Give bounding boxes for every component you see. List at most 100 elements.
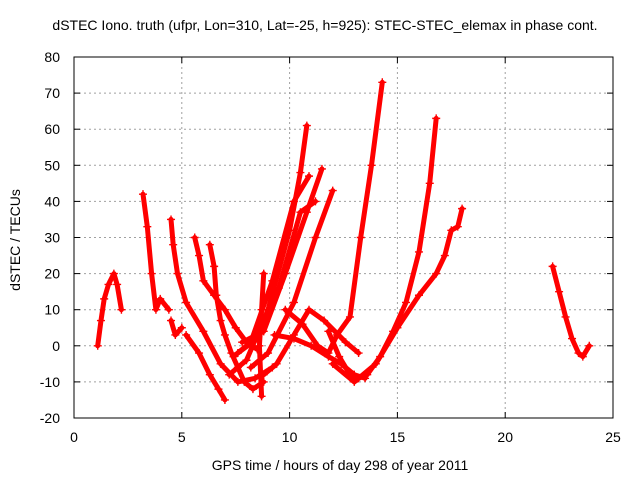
data-point	[220, 395, 229, 404]
data-point	[182, 330, 191, 339]
data-point	[246, 363, 255, 372]
x-tick-label: 25	[605, 429, 621, 445]
data-point	[210, 262, 219, 271]
pass-2-track	[140, 191, 172, 313]
data-point	[212, 291, 221, 300]
x-tick-label: 10	[282, 429, 298, 445]
data-point	[440, 251, 449, 260]
y-tick-label: -10	[40, 374, 60, 390]
data-point	[328, 186, 337, 195]
axis-ticks: 0 5 10 15 20 25 -20 -10 0 10 20 30 40 50 60 70 80	[40, 49, 621, 445]
data-point	[199, 276, 208, 285]
data-point	[270, 330, 279, 339]
y-tick-label: 60	[44, 121, 60, 137]
data-point	[173, 269, 182, 278]
data-point	[458, 204, 467, 213]
data-point	[231, 323, 240, 332]
data-point	[305, 305, 314, 314]
y-tick-label: 50	[44, 157, 60, 173]
data-point	[289, 334, 298, 343]
data-point	[281, 269, 290, 278]
data-point	[302, 208, 311, 217]
data-point	[425, 179, 434, 188]
y-axis-title: dSTEC / TECUs	[7, 189, 23, 291]
x-tick-label: 20	[497, 429, 513, 445]
data-point	[113, 280, 122, 289]
data-point	[156, 294, 165, 303]
data-point	[402, 298, 411, 307]
data-point	[272, 359, 281, 368]
y-tick-label: 0	[52, 338, 60, 354]
data-point	[393, 323, 402, 332]
x-tick-label: 15	[390, 429, 406, 445]
data-point	[313, 341, 322, 350]
x-tick-label: 5	[178, 429, 186, 445]
data-point	[350, 377, 359, 386]
data-point	[220, 305, 229, 314]
data-point	[414, 247, 423, 256]
data-point	[345, 312, 354, 321]
y-tick-label: 80	[44, 49, 60, 65]
data-point	[378, 78, 387, 87]
pass-6-track	[207, 242, 267, 392]
data-point	[225, 370, 234, 379]
data-point	[199, 327, 208, 336]
y-tick-label: 20	[44, 266, 60, 282]
data-point	[298, 320, 307, 329]
data-point	[169, 240, 178, 249]
data-point	[205, 370, 214, 379]
data-point	[242, 356, 251, 365]
data-point	[171, 330, 180, 339]
data-point	[164, 305, 173, 314]
data-point	[281, 305, 290, 314]
data-point	[182, 298, 191, 307]
data-point	[548, 262, 557, 271]
data-point	[320, 316, 329, 325]
data-point	[220, 330, 229, 339]
data-point	[414, 291, 423, 300]
data-point	[328, 359, 337, 368]
data-point	[248, 385, 257, 394]
data-point	[117, 305, 126, 314]
data-point	[333, 330, 342, 339]
y-tick-label: 10	[44, 302, 60, 318]
data-point	[296, 168, 305, 177]
data-point	[167, 316, 176, 325]
data-point	[354, 349, 363, 358]
data-series	[93, 78, 594, 404]
data-point	[93, 341, 102, 350]
data-point	[289, 298, 298, 307]
data-point	[167, 215, 176, 224]
data-point	[240, 377, 249, 386]
grid	[74, 57, 613, 418]
data-point	[195, 251, 204, 260]
data-point	[447, 226, 456, 235]
data-point	[205, 240, 214, 249]
y-tick-label: 70	[44, 85, 60, 101]
y-tick-label: 40	[44, 193, 60, 209]
data-point	[335, 352, 344, 361]
data-point	[104, 280, 113, 289]
pass-19-track	[550, 263, 592, 360]
data-point	[216, 316, 225, 325]
data-point	[259, 327, 268, 336]
data-point	[561, 312, 570, 321]
data-point	[317, 164, 326, 173]
data-point	[214, 385, 223, 394]
data-point	[432, 269, 441, 278]
x-tick-label: 0	[70, 429, 78, 445]
data-point	[259, 370, 268, 379]
data-point	[109, 269, 118, 278]
data-point	[324, 349, 333, 358]
data-point	[268, 276, 277, 285]
data-point	[233, 349, 242, 358]
data-point	[151, 305, 160, 314]
data-point	[356, 233, 365, 242]
data-point	[216, 359, 225, 368]
data-point	[367, 161, 376, 170]
data-point	[238, 338, 247, 347]
y-tick-label: -20	[40, 410, 60, 426]
y-tick-label: 30	[44, 230, 60, 246]
data-point	[585, 341, 594, 350]
